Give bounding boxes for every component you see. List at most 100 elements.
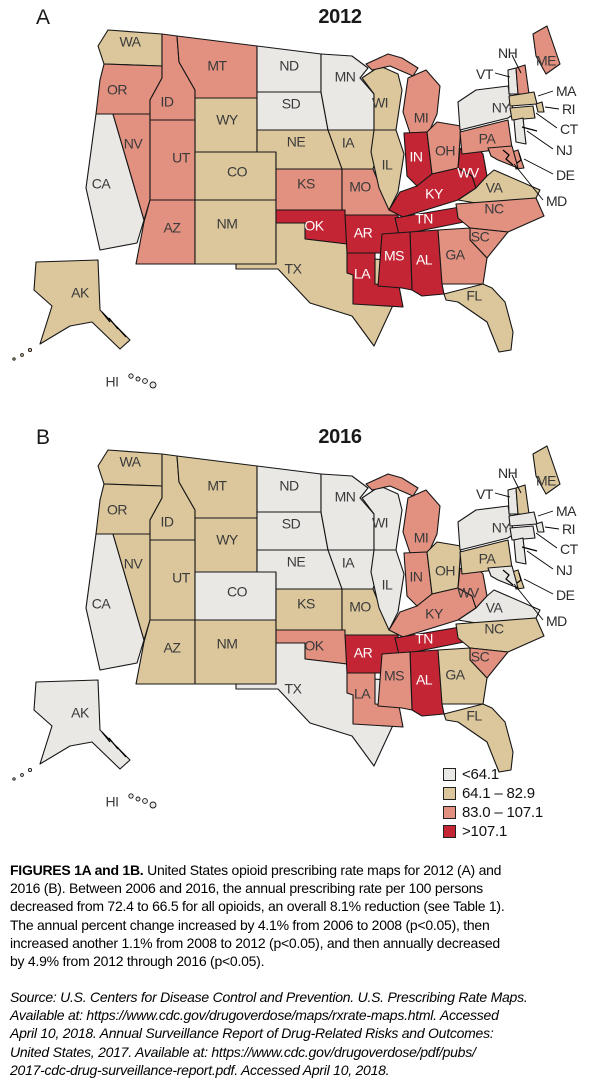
callout-line-MD xyxy=(513,583,544,621)
state-label-NY-2012: NY xyxy=(492,100,512,116)
state-shape-NJ-2016 xyxy=(513,537,527,565)
state-label-WA-2012: WA xyxy=(119,34,141,50)
state-label-TX-2012: TX xyxy=(285,261,303,277)
state-shape-MI-2016 xyxy=(402,489,441,554)
state-label-WA-2016: WA xyxy=(119,454,141,470)
callout-label-RI-2012: RI xyxy=(562,101,575,117)
coastline-detail xyxy=(101,731,111,743)
callout-label-NH-2016: NH xyxy=(498,465,517,481)
state-shape-NJ-2012 xyxy=(513,117,527,145)
callout-line-RI xyxy=(544,106,560,110)
state-label-SD-2016: SD xyxy=(282,516,301,532)
state-label-AK-2016: AK xyxy=(71,705,90,721)
callout-label-NJ-2016: NJ xyxy=(556,562,572,578)
callout-line-VT xyxy=(494,72,511,78)
island-HI xyxy=(142,378,148,384)
coastline-detail xyxy=(116,326,127,338)
state-shape-AK-2012 xyxy=(33,259,131,350)
state-label-TN-2012: TN xyxy=(415,211,433,227)
state-label-GA-2016: GA xyxy=(445,667,465,683)
state-label-KY-2012: KY xyxy=(425,186,444,202)
state-label-MO-2012: MO xyxy=(349,179,371,195)
callout-line-NH xyxy=(511,54,522,74)
caption-line: by 4.9% from 2012 through 2016 (p<0.05). xyxy=(10,953,265,970)
state-label-MI-2012: MI xyxy=(414,110,429,126)
island-HI xyxy=(149,381,157,389)
callout-line-RI xyxy=(544,526,560,530)
callout-line-DE xyxy=(523,578,554,595)
panel-a-letter: A xyxy=(36,6,51,29)
state-shape-NM-2016 xyxy=(194,619,277,685)
state-label-AR-2016: AR xyxy=(354,645,373,661)
state-label-NM-2012: NM xyxy=(217,216,238,232)
state-label-KS-2016: KS xyxy=(297,596,315,612)
coastline-detail xyxy=(516,152,522,164)
island-AK xyxy=(20,353,24,357)
state-label-OK-2012: OK xyxy=(304,218,324,234)
state-shape-FL-2012 xyxy=(443,283,514,353)
coastline-detail xyxy=(502,149,514,166)
state-label-ME-2012: ME xyxy=(536,53,556,69)
island-AK xyxy=(20,773,24,777)
legend-item-4: >107.1 xyxy=(443,822,543,841)
state-label-TN-2016: TN xyxy=(415,631,433,647)
coastline-detail xyxy=(521,546,538,552)
island-AK xyxy=(12,777,16,781)
state-shape-RI-2012 xyxy=(535,101,545,113)
caption-lead: FIGURES 1A and 1B. xyxy=(10,862,144,878)
state-shape-MI-2012 xyxy=(402,69,441,134)
state-label-ND-2016: ND xyxy=(279,478,299,494)
state-label-GA-2012: GA xyxy=(445,247,465,263)
state-label-SC-2016: SC xyxy=(471,649,490,665)
state-shape-ME-2016 xyxy=(532,445,561,495)
coastline-detail xyxy=(108,737,119,750)
state-shape-MI-2016 xyxy=(365,473,419,497)
callout-label-MA-2012: MA xyxy=(556,83,577,99)
coastline-detail xyxy=(116,746,127,758)
state-shape-LA-2012 xyxy=(346,252,404,308)
state-label-NC-2012: NC xyxy=(484,201,504,217)
state-shape-LA-2016 xyxy=(346,672,404,728)
state-label-NE-2012: NE xyxy=(287,134,306,150)
state-shape-AK-2016 xyxy=(33,679,131,770)
state-label-MI-2016: MI xyxy=(414,530,429,546)
state-label-OR-2016: OR xyxy=(107,502,127,518)
caption-line: 2016 (B). Between 2006 and 2016, the ann… xyxy=(10,880,483,897)
state-label-IL-2012: IL xyxy=(382,157,393,173)
state-label-ME-2016: ME xyxy=(536,473,556,489)
state-label-NM-2016: NM xyxy=(217,636,238,652)
callout-label-NH-2012: NH xyxy=(498,45,517,61)
coastline-detail xyxy=(502,569,514,586)
state-label-UT-2012: UT xyxy=(172,150,191,166)
island-AK xyxy=(27,767,33,773)
legend-label: 64.1 – 82.9 xyxy=(462,785,535,802)
callout-line-CT xyxy=(535,112,558,129)
state-label-IN-2016: IN xyxy=(410,569,423,585)
state-label-CA-2012: CA xyxy=(92,176,112,192)
state-shape-AZ-2012 xyxy=(135,199,196,265)
state-label-LA-2012: LA xyxy=(354,266,371,282)
state-label-NC-2016: NC xyxy=(484,621,504,637)
state-label-HI-2012: HI xyxy=(106,374,119,390)
state-label-IN-2012: IN xyxy=(410,149,423,165)
choropleth-map-2012: WA OR CA NV ID MT WY UT CO AZ NM ND SD NE KS OK TX MN IA MO… xyxy=(12,25,579,390)
island-HI xyxy=(128,793,134,799)
panel-b-title: 2016 xyxy=(318,426,362,448)
callout-label-VT-2012: VT xyxy=(476,66,494,82)
state-label-IA-2016: IA xyxy=(342,555,355,571)
state-label-MS-2016: MS xyxy=(384,668,404,684)
state-label-HI-2016: HI xyxy=(106,794,119,810)
state-shape-MD-2016 xyxy=(487,565,519,589)
state-shape-MN-2016 xyxy=(320,473,375,551)
source-line: April 10, 2018. Annual Surveillance Repo… xyxy=(10,1025,494,1042)
caption-line: The annual percent change increased by 4… xyxy=(10,916,490,933)
state-shape-MD-2012 xyxy=(487,145,519,169)
state-shape-IL-2016 xyxy=(370,549,405,631)
legend-swatch-gt-107-1 xyxy=(443,825,456,838)
legend-swatch-lt-64-1 xyxy=(443,768,456,781)
state-label-WI-2012: WI xyxy=(372,95,388,111)
state-label-MN-2012: MN xyxy=(335,69,356,85)
state-shape-OH-2012 xyxy=(426,121,462,175)
callout-label-RI-2016: RI xyxy=(562,521,575,537)
state-shape-TX-2016 xyxy=(235,642,397,767)
